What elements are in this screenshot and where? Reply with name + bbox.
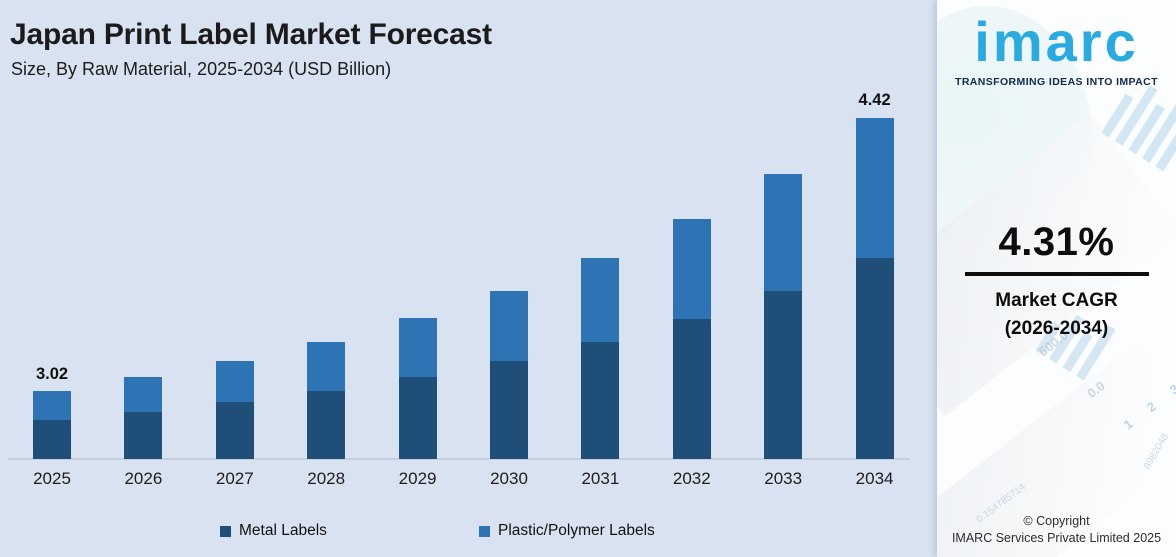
data-label-2025: 3.02	[35, 364, 69, 383]
x-tick-2029: 2029	[398, 469, 437, 488]
bar-segment-plastic-2026	[124, 377, 163, 413]
bar-segment-metal-2029	[398, 377, 437, 459]
imarc-logo-tagline: TRANSFORMING IDEAS INTO IMPACT	[955, 75, 1158, 88]
cagr-block: 4.31% Market CAGR (2026-2034)	[937, 220, 1176, 342]
x-tick-2034: 2034	[855, 469, 894, 488]
x-tick-2032: 2032	[672, 469, 711, 488]
legend-item-metal-labels: Metal Labels	[220, 522, 327, 540]
bar-segment-plastic-2028	[307, 341, 346, 391]
x-tick-2027: 2027	[215, 469, 254, 488]
cagr-label-line1: Market CAGR	[995, 290, 1118, 311]
bar-2032	[672, 219, 711, 459]
chart-section: Japan Print Label Market Forecast Size, …	[0, 18, 937, 546]
chart-legend: Metal Labels Plastic/Polymer Labels	[0, 520, 937, 546]
bar-segment-metal-2027	[215, 402, 254, 459]
bar-segment-metal-2032	[672, 318, 711, 459]
bar-2031	[581, 258, 620, 459]
bar-segment-metal-2025	[33, 420, 71, 459]
x-axis-line	[8, 458, 910, 460]
page-subtitle: Size, By Raw Material, 2025-2034 (USD Bi…	[11, 59, 392, 79]
copyright-notice: © Copyright IMARC Services Private Limit…	[937, 513, 1176, 547]
legend-item-plastic-polymer-labels: Plastic/Polymer Labels	[479, 522, 655, 540]
bar-2030	[490, 291, 528, 459]
bar-segment-plastic-2030	[490, 291, 528, 362]
legend-label-plastic: Plastic/Polymer Labels	[498, 522, 655, 539]
bar-segment-plastic-2032	[672, 219, 711, 319]
imarc-logo: imarc TRANSFORMING IDEAS INTO IMPACT	[937, 6, 1176, 88]
bar-segment-plastic-2033	[764, 174, 803, 292]
bar-segment-metal-2034	[855, 258, 894, 459]
data-label-2034: 4.42	[858, 91, 891, 110]
plot-area: 3.02 4.42	[0, 91, 937, 460]
cagr-divider	[964, 272, 1149, 276]
bar-2029	[398, 318, 437, 459]
brand-panel: 500.0 0.0 1 2 3 4 8982048 0.154785714 im…	[937, 0, 1176, 557]
bar-segment-metal-2033	[764, 291, 803, 459]
x-tick-2026: 2026	[124, 469, 163, 488]
bar-2034	[855, 117, 894, 459]
legend-label-metal: Metal Labels	[239, 522, 327, 539]
bar-segment-metal-2026	[124, 412, 163, 459]
x-tick-2031: 2031	[581, 469, 620, 488]
bar-segment-metal-2030	[490, 361, 528, 459]
bar-segment-plastic-2027	[215, 361, 254, 403]
page-title: Japan Print Label Market Forecast	[10, 18, 492, 51]
copyright-line2: IMARC Services Private Limited 2025	[951, 531, 1162, 546]
x-tick-2025: 2025	[33, 469, 71, 488]
legend-swatch-plastic-icon	[479, 525, 490, 537]
copyright-line1: © Copyright	[1023, 514, 1090, 529]
legend-swatch-metal-icon	[220, 525, 231, 537]
x-tick-2033: 2033	[764, 469, 803, 488]
bar-segment-metal-2028	[307, 390, 346, 459]
bar-segment-plastic-2029	[398, 318, 437, 377]
cagr-label-line2: (2026-2034)	[1004, 317, 1109, 339]
bar-2027	[215, 361, 254, 459]
bar-2028	[307, 341, 346, 459]
imarc-logo-wordmark: imarc	[974, 10, 1139, 73]
bar-segment-metal-2031	[581, 341, 620, 459]
bar-segment-plastic-2025	[33, 390, 71, 420]
cagr-value: 4.31%	[998, 220, 1115, 264]
bar-segment-plastic-2034	[855, 117, 894, 258]
bar-segment-plastic-2031	[581, 258, 620, 342]
bar-2026	[124, 377, 163, 459]
bar-2025	[33, 390, 71, 459]
x-tick-2030: 2030	[490, 469, 528, 488]
bar-2033	[764, 174, 803, 459]
x-tick-2028: 2028	[307, 469, 346, 488]
